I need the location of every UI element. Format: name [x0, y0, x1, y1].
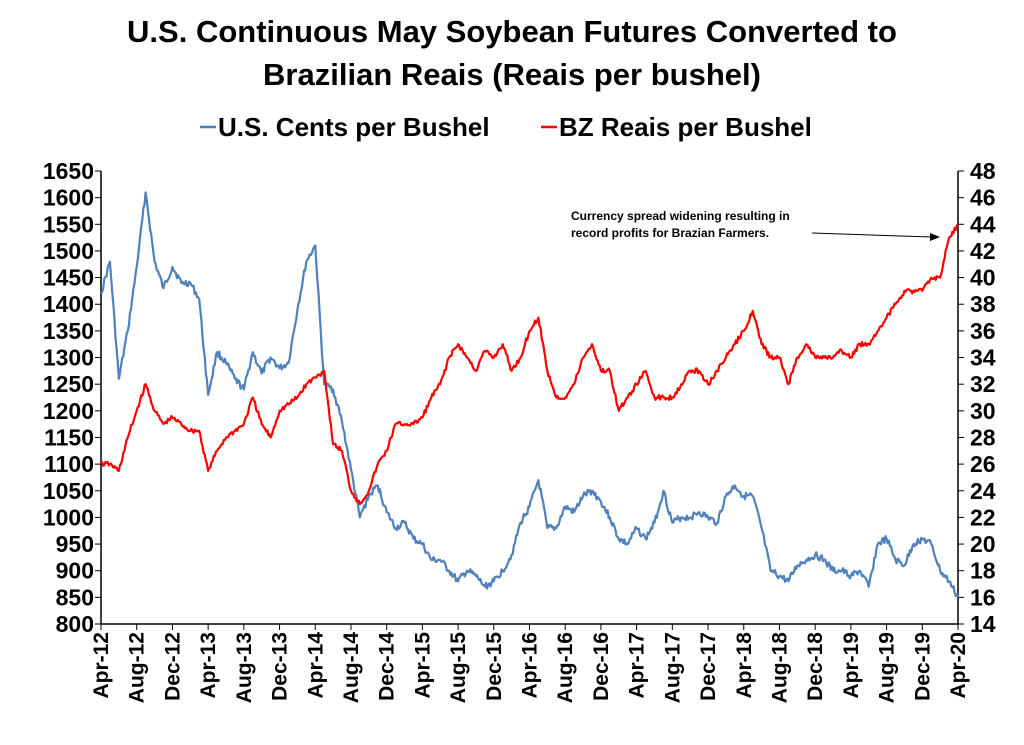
- annotation-line2: record profits for Brazian Farmers.: [571, 226, 769, 240]
- y-left-tick-label: 1100: [44, 451, 94, 477]
- y-left-tick-label: 1250: [43, 371, 94, 397]
- x-tick-label: Dec-16: [590, 632, 613, 701]
- x-tick-label: Aug-19: [876, 632, 899, 703]
- y-right-tick-label: 44: [970, 211, 996, 237]
- x-tick-label: Dec-15: [483, 632, 506, 701]
- x-tick-label: Dec-18: [804, 632, 827, 701]
- x-tick-label: Aug-12: [126, 632, 149, 703]
- x-tick-label: Dec-19: [911, 632, 934, 701]
- x-tick-label: Apr-19: [840, 632, 863, 699]
- y-left-tick-label: 900: [56, 558, 94, 584]
- y-right-tick-label: 24: [970, 478, 996, 504]
- x-tick-label: Aug-16: [554, 632, 577, 703]
- x-tick-label: Apr-15: [411, 632, 434, 699]
- y-left-tick-label: 800: [56, 611, 94, 637]
- annotation-arrow-head: [930, 233, 940, 241]
- y-right-tick-label: 34: [970, 345, 996, 371]
- x-tick-label: Dec-13: [269, 632, 292, 701]
- y-right-tick-label: 16: [970, 584, 996, 610]
- y-left-tick-label: 1050: [43, 478, 94, 504]
- chart-title-line1: U.S. Continuous May Soybean Futures Conv…: [127, 14, 897, 49]
- y-right-tick-label: 22: [970, 504, 996, 530]
- chart-title-line2: Brazilian Reais (Reais per bushel): [263, 57, 761, 92]
- x-tick-label: Aug-15: [447, 632, 470, 703]
- legend: U.S. Cents per Bushel BZ Reais per Bushe…: [200, 112, 812, 142]
- legend-label-bz: BZ Reais per Bushel: [559, 112, 812, 142]
- y-left-tick-label: 1350: [43, 318, 94, 344]
- x-tick-label: Dec-17: [697, 632, 720, 701]
- legend-label-us: U.S. Cents per Bushel: [218, 112, 490, 142]
- x-tick-label: Aug-13: [233, 632, 256, 703]
- x-tick-label: Apr-20: [947, 632, 970, 699]
- annotation-arrow-line: [811, 232, 933, 238]
- series-layer: [100, 191, 960, 598]
- y-left-tick-label: 1650: [43, 158, 94, 184]
- x-tick-label: Apr-14: [304, 632, 327, 699]
- y-left-tick-label: 850: [56, 584, 94, 610]
- y-left-tick-label: 1200: [43, 398, 94, 424]
- series-line-bz-reais: [100, 223, 959, 506]
- y-right-tick-label: 46: [970, 185, 996, 211]
- y-right-tick-label: 36: [970, 318, 996, 344]
- x-tick-label: Aug-14: [340, 632, 363, 703]
- y-right-tick-label: 48: [970, 158, 996, 184]
- y-right-tick-label: 40: [970, 265, 996, 291]
- x-tick-label: Apr-18: [733, 632, 756, 699]
- y-left-tick-label: 1300: [43, 345, 94, 371]
- y-left-tick-label: 1000: [43, 504, 94, 530]
- annotation-line1: Currency spread widening resulting in: [571, 209, 790, 223]
- y-right-tick-label: 30: [970, 398, 996, 424]
- x-tick-label: Dec-12: [161, 632, 184, 701]
- x-tick-label: Aug-17: [661, 632, 684, 703]
- y-left-tick-label: 1600: [43, 185, 94, 211]
- y-left-tick-label: 1450: [43, 265, 94, 291]
- y-right-tick-label: 38: [970, 291, 996, 317]
- y-right-tick-label: 14: [970, 611, 996, 637]
- y-right-tick-label: 18: [970, 558, 996, 584]
- x-tick-label: Apr-16: [519, 632, 542, 699]
- y-right-tick-label: 20: [970, 531, 996, 557]
- x-tick-label: Dec-14: [376, 632, 399, 701]
- x-tick-label: Aug-18: [768, 632, 791, 703]
- y-left-tick-label: 950: [56, 531, 94, 557]
- axes: 8008509009501000105011001150120012501300…: [43, 158, 996, 703]
- y-left-tick-label: 1150: [44, 424, 94, 450]
- x-tick-label: Apr-17: [626, 632, 649, 699]
- y-right-tick-label: 42: [970, 238, 996, 264]
- y-left-tick-label: 1500: [43, 238, 94, 264]
- y-right-tick-label: 26: [970, 451, 996, 477]
- y-right-tick-label: 32: [970, 371, 996, 397]
- y-right-tick-label: 28: [970, 424, 996, 450]
- y-left-tick-label: 1400: [43, 291, 94, 317]
- x-tick-label: Apr-12: [90, 632, 113, 699]
- series-line-us-cents: [100, 191, 960, 598]
- annotation: Currency spread widening resulting in re…: [571, 209, 940, 241]
- y-left-tick-label: 1550: [43, 211, 94, 237]
- x-tick-label: Apr-13: [197, 632, 220, 699]
